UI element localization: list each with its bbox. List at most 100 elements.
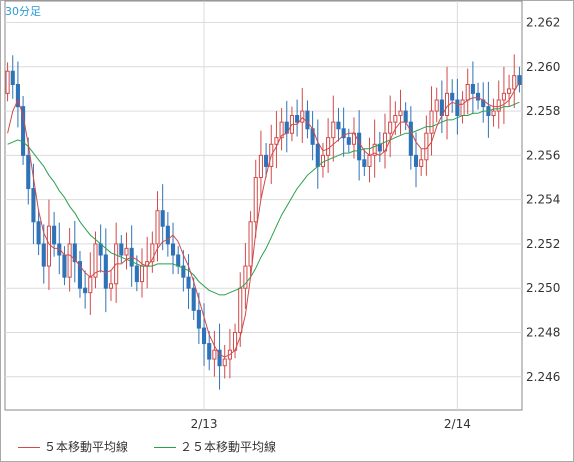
candle-body	[393, 115, 398, 123]
candle-body	[331, 121, 336, 139]
candle-body	[139, 265, 145, 283]
candle-body	[367, 154, 372, 167]
candle-body	[217, 349, 222, 367]
candle-body	[57, 243, 62, 256]
candle-body	[31, 188, 36, 223]
x-tick-label: 2/13	[191, 417, 218, 431]
candle-body	[465, 84, 470, 101]
candle-body	[295, 115, 300, 123]
candle-body	[413, 154, 419, 167]
candle-body	[496, 99, 501, 112]
candle-body	[67, 243, 72, 278]
candle-body	[258, 154, 263, 179]
x-tick-label: 2/14	[444, 417, 471, 431]
y-tick-label: 2.262	[526, 16, 560, 30]
legend-ma5-swatch	[18, 447, 40, 448]
candle-body	[305, 110, 310, 130]
candle-body	[181, 265, 186, 278]
candle-body	[455, 99, 460, 116]
candle-body	[201, 327, 207, 345]
candle-body	[5, 70, 10, 94]
y-tick-label: 2.246	[526, 370, 560, 384]
candle-body	[372, 143, 377, 156]
candle-body	[320, 154, 326, 167]
candle-body	[207, 343, 212, 360]
y-tick-label: 2.252	[526, 237, 560, 251]
candle-body	[460, 99, 465, 116]
candle-body	[403, 110, 408, 123]
ma25-line	[7, 101, 520, 296]
candle-body	[357, 132, 362, 161]
legend-ma5-label: ５本移動平均線	[44, 440, 129, 454]
period-label: 30分足	[5, 5, 41, 18]
candle-body	[26, 154, 31, 190]
legend-ma25-label: ２５本移動平均線	[180, 440, 277, 454]
candle-body	[83, 287, 88, 294]
candle-body	[170, 243, 176, 256]
candle-body	[103, 254, 108, 289]
candle-body	[429, 110, 434, 134]
candle-body	[93, 243, 98, 278]
candle-body	[362, 159, 367, 167]
candle-body	[134, 265, 139, 283]
candle-body	[279, 121, 284, 139]
candle-body	[36, 221, 41, 245]
y-tick-label: 2.256	[526, 148, 560, 162]
candles	[5, 54, 522, 390]
candle-body	[346, 137, 351, 145]
candle-body	[176, 254, 181, 267]
candle-body	[62, 254, 67, 278]
ma5-line	[7, 82, 520, 358]
candle-body	[507, 88, 512, 94]
candle-body	[326, 137, 331, 156]
candle-body	[155, 210, 160, 245]
y-axis: 2.262 2.260 2.258 2.256 2.254 2.252 2.250 2.248…	[526, 16, 560, 384]
candle-body	[388, 121, 393, 134]
candle-body	[15, 84, 20, 108]
candle-body	[501, 92, 506, 101]
candle-body	[341, 128, 346, 139]
candle-body	[98, 243, 103, 256]
candle-body	[274, 137, 279, 145]
candle-body	[264, 154, 269, 167]
legend-ma25-swatch	[154, 447, 176, 448]
candle-body	[212, 349, 217, 360]
candle-body	[21, 106, 26, 156]
candle-body	[512, 75, 517, 90]
candle-body	[186, 276, 191, 289]
candle-body	[253, 177, 258, 223]
candle-body	[243, 265, 248, 289]
candle-body	[46, 225, 51, 267]
grid-lines	[4, 0, 523, 411]
candle-body	[119, 243, 124, 256]
y-tick-label: 2.250	[526, 281, 560, 295]
candle-body	[434, 99, 439, 112]
candle-body	[424, 132, 429, 161]
legend-ma5: ５本移動平均線	[18, 438, 128, 455]
candle-body	[336, 121, 341, 130]
y-tick-label: 2.258	[526, 104, 560, 118]
candle-body	[196, 309, 201, 329]
candle-body	[315, 143, 320, 167]
plot-border	[4, 0, 523, 411]
candle-body	[191, 287, 196, 311]
candle-body	[450, 92, 455, 101]
y-tick-label: 2.248	[526, 326, 560, 340]
candle-body	[248, 221, 253, 267]
candle-body	[72, 243, 77, 263]
candle-body	[238, 287, 243, 334]
x-axis: 2/13 2/14	[191, 417, 471, 431]
candle-body	[52, 225, 57, 245]
candle-body	[444, 92, 450, 116]
candle-body	[517, 75, 522, 86]
candle-body	[398, 110, 403, 116]
candle-body	[419, 159, 424, 167]
candle-body	[150, 243, 155, 263]
candle-body	[88, 276, 93, 294]
candle-body	[300, 110, 305, 123]
candle-body	[165, 225, 170, 245]
candle-body	[476, 92, 481, 101]
candle-body	[41, 243, 46, 267]
candle-body	[491, 110, 496, 116]
